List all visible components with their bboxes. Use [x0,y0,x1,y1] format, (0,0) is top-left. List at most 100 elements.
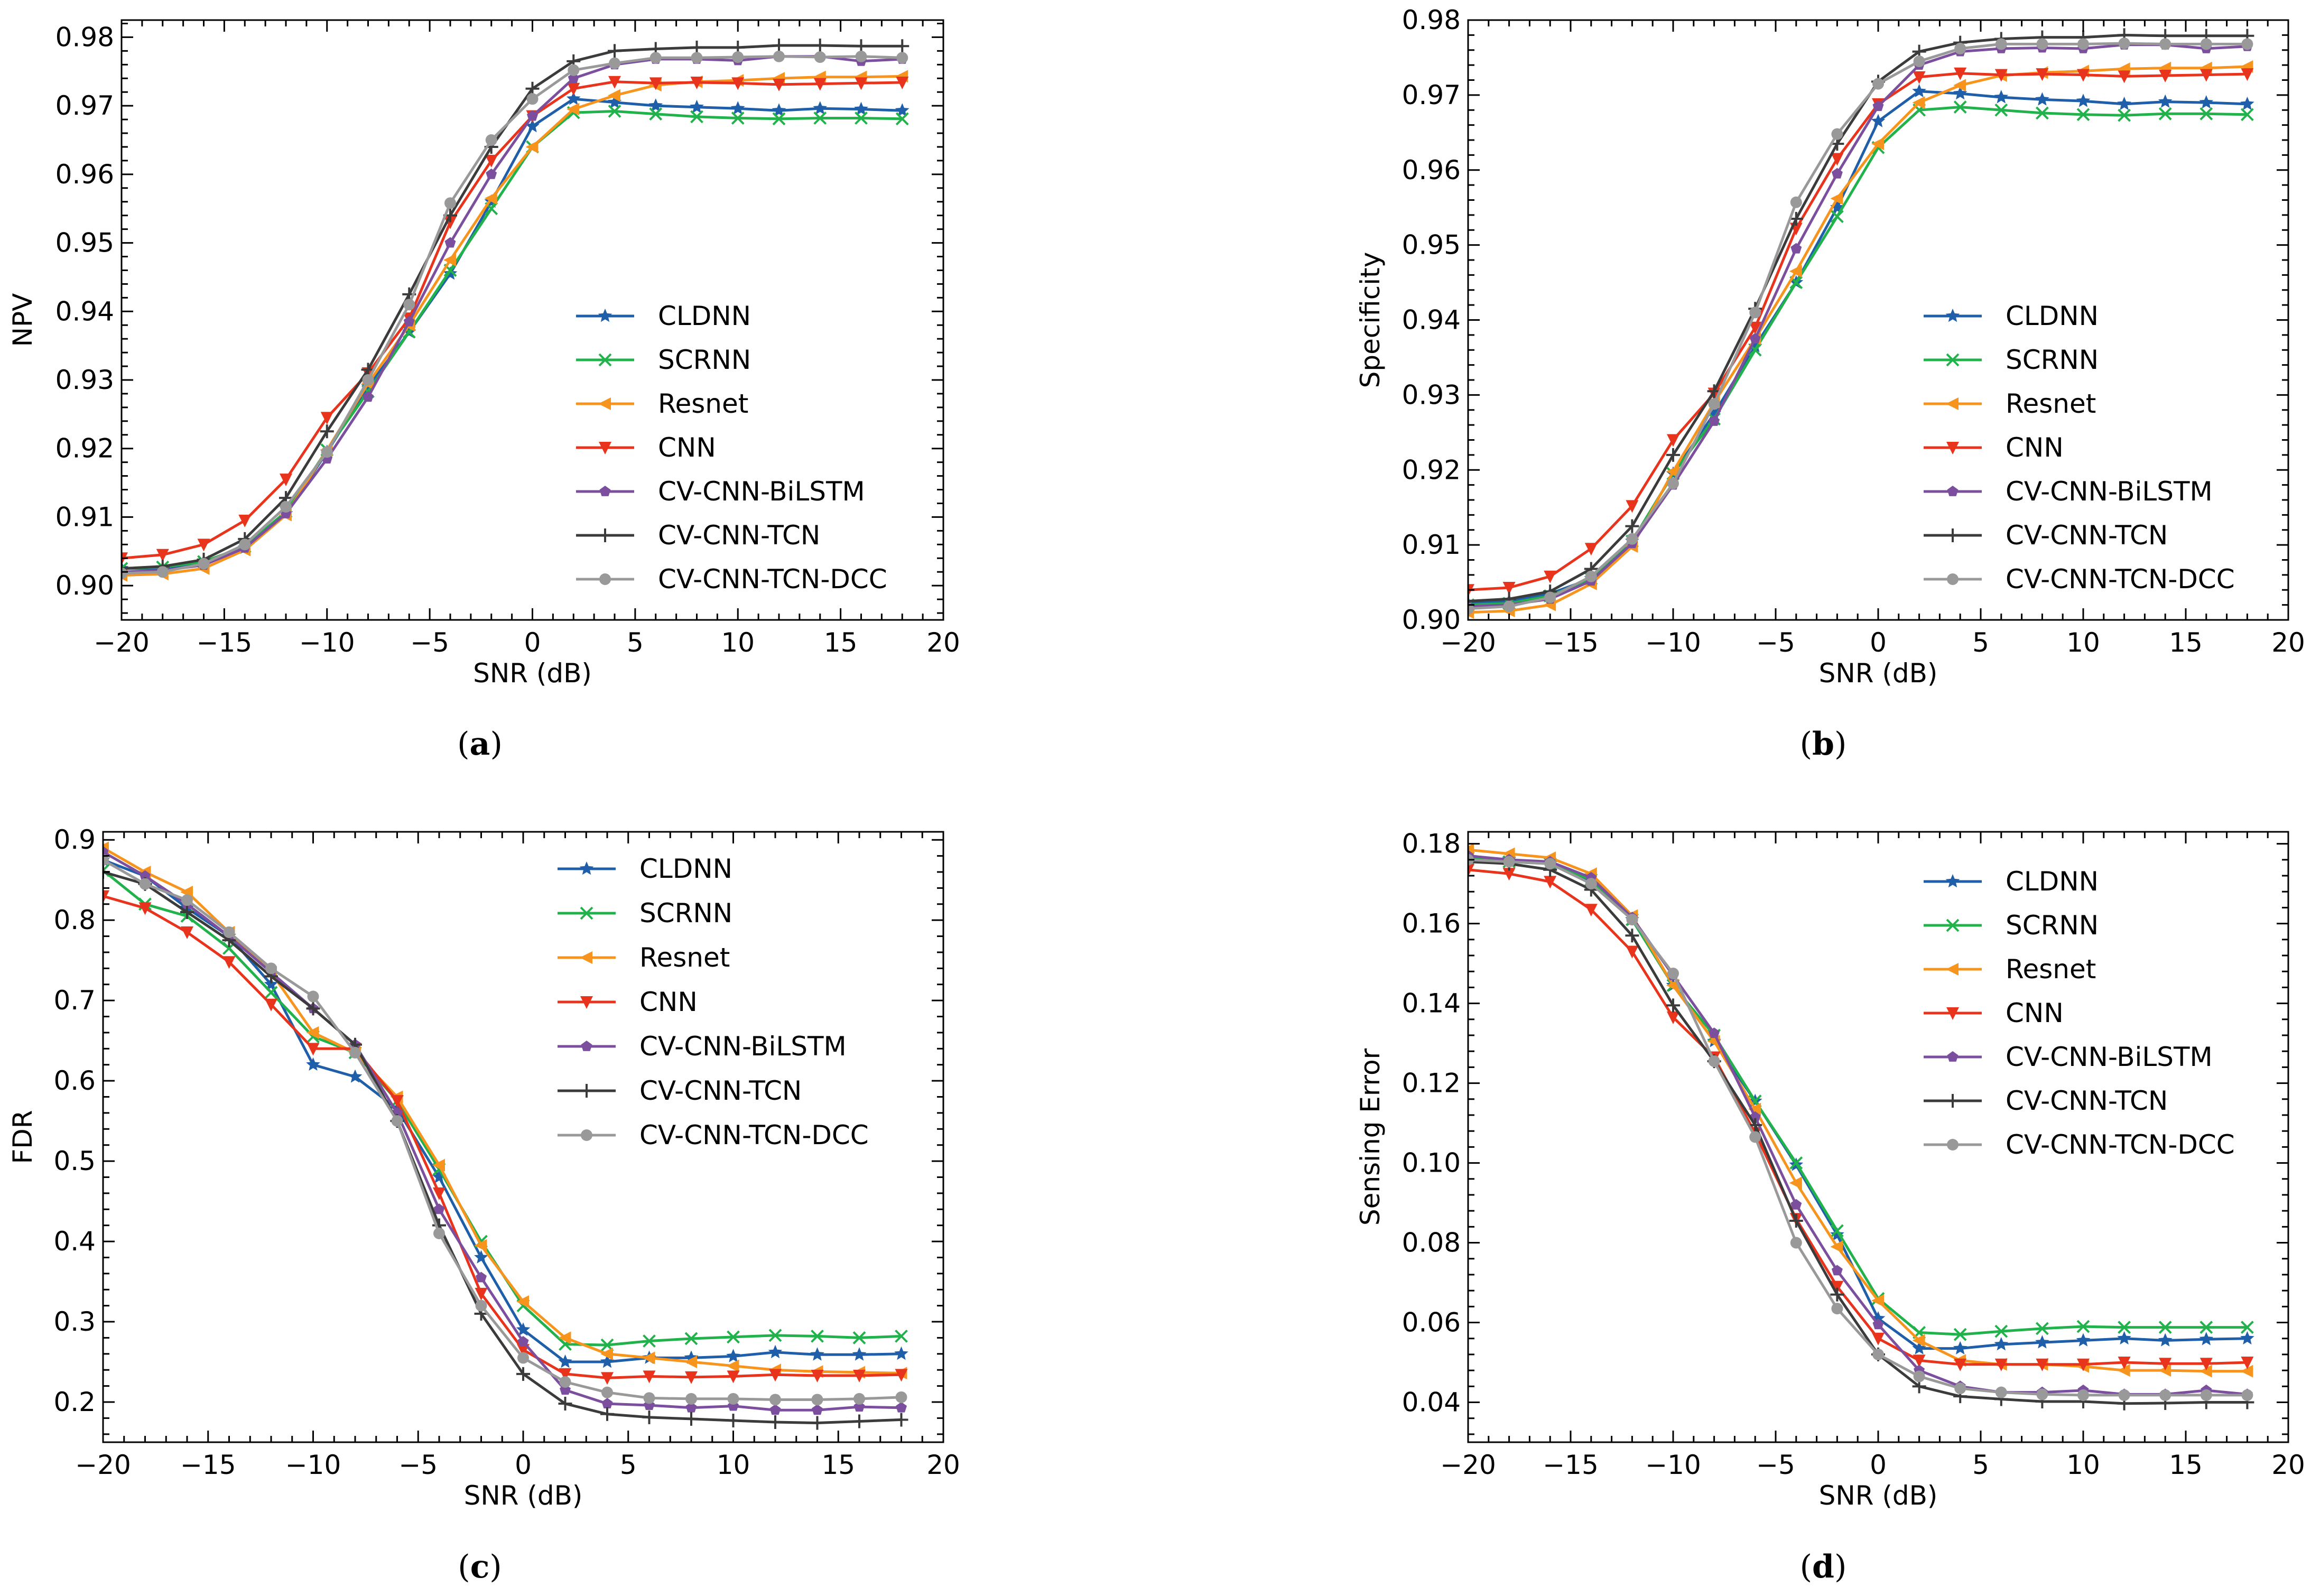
data-point [811,1329,824,1343]
legend-swatch-marker [1946,442,1959,454]
data-point [363,391,374,402]
data-point [321,446,333,458]
x-tick-label: −5 [1756,627,1795,658]
data-point [1625,519,1639,533]
data-point [609,57,620,69]
data-point [855,50,867,62]
series-line [1468,858,2248,1397]
data-point [1953,79,1966,92]
y-tick-label: 0.97 [55,90,114,121]
legend-item: CV-CNN-TCN [1924,520,2168,551]
data-point [568,64,580,76]
data-point [896,1402,907,1413]
y-tick-label: 0.04 [1402,1387,1461,1418]
data-point [1995,38,2007,50]
legend-swatch-marker [598,309,612,322]
x-tick-label: −10 [299,627,355,658]
data-point [1666,979,1679,992]
legend-item: CV-CNN-BiLSTM [558,1031,847,1062]
data-point [1830,210,1844,224]
data-point [649,52,662,64]
x-tick-label: 0 [524,627,541,658]
data-point [1830,1224,1844,1238]
data-point [2240,1365,2253,1378]
legend-swatch-marker [1946,963,1959,976]
data-point [1831,153,1844,166]
data-point [391,1095,404,1108]
data-point [433,1187,446,1200]
legend-item: CV-CNN-TCN [576,520,820,551]
plot-area [122,38,909,582]
legend-swatch-marker [1946,528,1960,542]
data-point [730,101,745,115]
x-tick-label: −5 [410,627,449,658]
panel-b: −20 −15 −10 −5 0 5 10 15 20 0.90 0.91 0.92 0.93 0.94 0… [1355,5,2305,689]
data-point [1626,945,1639,959]
data-point [642,1351,655,1365]
legend-label: SCRNN [639,898,732,929]
plot-area [1468,28,2254,619]
data-point [768,1415,782,1430]
x-tick-label: 0 [515,1450,532,1480]
data-point [1830,1240,1843,1254]
y-tick-label: 0.7 [53,985,96,1016]
data-point [1544,858,1556,870]
data-point [608,76,621,89]
data-point [895,112,909,126]
legend-swatch-marker [579,861,594,875]
legend-swatch-marker [599,573,611,585]
series-line [1468,65,2248,614]
data-point [239,539,251,551]
data-point [1748,1102,1761,1116]
y-tick-label: 0.16 [1402,908,1461,939]
data-point [1790,196,1802,208]
x-tick-label: 15 [824,627,858,658]
data-point [2199,95,2214,109]
data-point [484,192,497,205]
data-point [122,561,128,576]
data-point [1625,929,1639,943]
x-tick-label: −20 [1440,1450,1496,1480]
data-point [1953,86,1967,100]
data-point [517,1336,529,1347]
legend-swatch-marker [580,1084,593,1098]
data-point [2158,1321,2172,1334]
data-point [1953,1341,1967,1354]
legend-label: CNN [639,987,698,1017]
x-tick-label: 15 [821,1450,855,1480]
data-point [2241,38,2253,50]
legend-item: CV-CNN-TCN-DCC [1924,1129,2235,1160]
x-tick-label: −5 [398,1450,438,1480]
data-point [649,107,663,121]
data-point [1544,591,1556,604]
legend-item: CV-CNN-TCN [1924,1085,2168,1116]
legend-label: CV-CNN-BiLSTM [639,1031,847,1062]
data-point [813,112,827,125]
data-point [180,905,194,919]
data-point [1667,967,1679,979]
legend-swatch-marker [598,528,612,542]
data-point [432,1158,445,1172]
y-tick-label: 0.2 [53,1387,96,1417]
legend-swatch-marker [580,951,592,964]
y-tick-label: 0.98 [1402,5,1461,35]
x-tick-label: −10 [285,1450,341,1480]
data-point [432,1170,447,1183]
legend-label: CLDNN [658,301,751,331]
data-point [2158,1364,2171,1377]
legend-label: CV-CNN-TCN-DCC [2006,1129,2235,1160]
data-point [320,412,333,425]
plot-area [1468,843,2254,1411]
x-tick-label: 0 [1870,627,1887,658]
data-point [1953,1328,1967,1341]
data-point [1748,1118,1762,1132]
legend-item: SCRNN [558,898,732,929]
x-tick-label: 10 [2066,627,2100,658]
series-cv-cnn-tcn-dcc [103,854,907,1406]
data-point [1994,103,2008,117]
y-tick-label: 0.92 [55,433,114,464]
legend-label: CV-CNN-TCN [2006,1085,2168,1116]
data-point [1831,1265,1843,1276]
data-point [516,1367,530,1381]
data-point [1994,69,2008,82]
